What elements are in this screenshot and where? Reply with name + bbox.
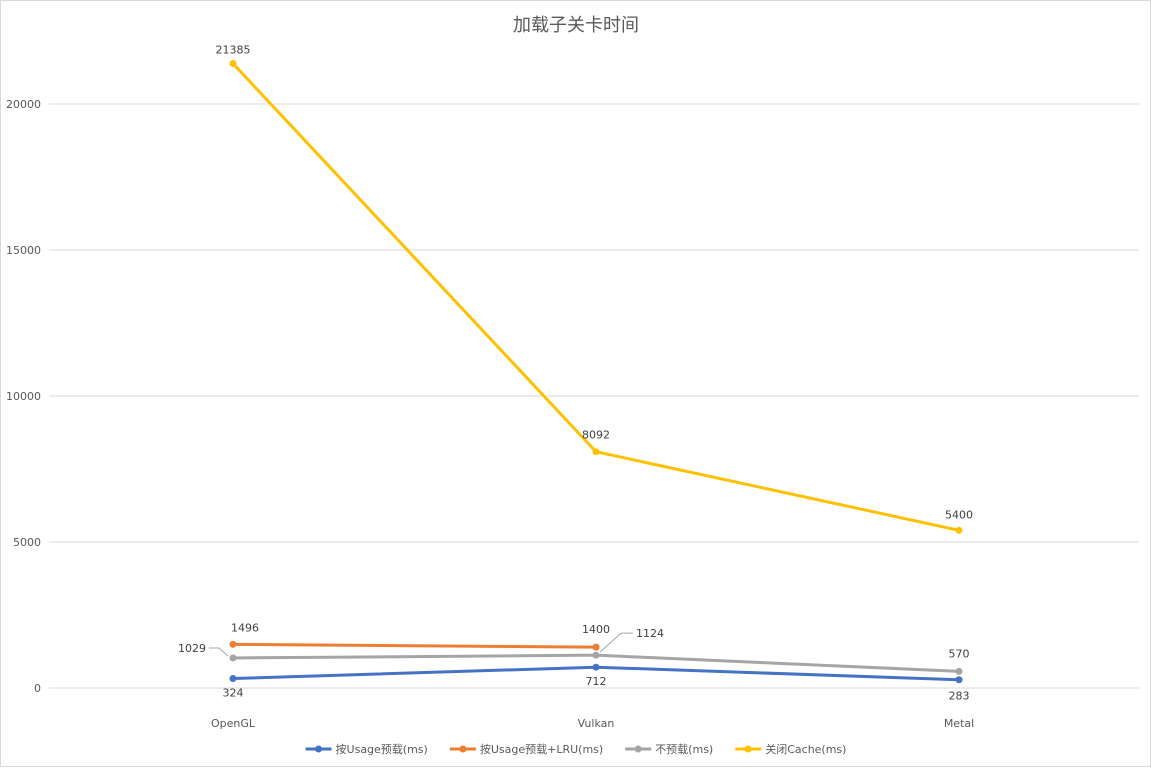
y-tick-label: 15000 (6, 244, 41, 257)
series-lines (229, 60, 963, 684)
gridlines (49, 103, 1139, 689)
data-point (592, 448, 600, 456)
data-label: 712 (586, 675, 607, 688)
series-line (231, 642, 598, 649)
data-label: 1496 (231, 621, 259, 634)
data-point (229, 60, 237, 68)
legend-item: 按Usage预载+LRU(ms) (449, 742, 603, 756)
legend-item: 按Usage预载(ms) (305, 742, 428, 756)
data-point (229, 640, 237, 648)
data-label: 283 (949, 690, 970, 703)
legend-swatch-marker (315, 745, 323, 753)
label-leader-line (209, 647, 229, 657)
data-label: 1124 (636, 627, 664, 640)
data-point (955, 667, 963, 675)
data-labels: 324 712 283 1496 1400 1029 1124 570 21385 8092 540… (178, 44, 973, 703)
legend-swatch-marker (744, 745, 752, 753)
legend-swatch-marker (459, 745, 467, 753)
y-tick-label: 5000 (13, 536, 41, 549)
legend-label: 不预载(ms) (655, 743, 713, 756)
legend-item: 不预载(ms) (625, 743, 713, 756)
legend: 按Usage预载(ms) 按Usage预载+LRU(ms) 不预载(ms) 关闭Cac… (305, 742, 846, 756)
data-label: 324 (223, 687, 244, 700)
legend-label: 关闭Cache(ms) (765, 742, 846, 756)
x-tick-label: Vulkan (578, 717, 615, 730)
legend-label: 按Usage预载+LRU(ms) (480, 742, 603, 756)
data-label: 8092 (582, 429, 610, 442)
y-axis-tick-labels: 0 5000 10000 15000 20000 (6, 98, 41, 695)
data-point (592, 663, 600, 671)
data-label: 570 (949, 647, 970, 660)
data-label: 1400 (582, 623, 610, 636)
legend-swatch-marker (634, 745, 642, 753)
data-point (592, 651, 600, 659)
y-tick-label: 10000 (6, 390, 41, 403)
x-tick-label: Metal (944, 717, 974, 730)
series-line (231, 62, 961, 532)
legend-item: 关闭Cache(ms) (735, 742, 846, 756)
x-tick-label: OpenGL (211, 717, 256, 730)
data-point (229, 654, 237, 662)
data-point (592, 643, 600, 651)
data-point (955, 526, 963, 534)
data-label: 1029 (178, 642, 206, 655)
chart-title: 加载子关卡时间 (513, 15, 639, 36)
y-tick-label: 20000 (6, 98, 41, 111)
legend-label: 按Usage预载(ms) (336, 742, 428, 756)
data-point (955, 676, 963, 684)
y-tick-label: 0 (34, 682, 41, 695)
label-leader-line (599, 632, 633, 653)
data-point (229, 675, 237, 683)
data-label: 5400 (945, 508, 973, 521)
data-label: 21385 (216, 44, 251, 57)
x-axis-tick-labels: OpenGL Vulkan Metal (211, 717, 974, 730)
